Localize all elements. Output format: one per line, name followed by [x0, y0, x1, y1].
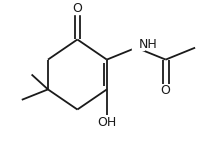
Text: O: O [161, 84, 171, 97]
Text: O: O [72, 2, 82, 15]
Text: OH: OH [97, 116, 116, 129]
Text: NH: NH [138, 38, 157, 51]
Bar [73, 3, 82, 14]
Bar [101, 117, 113, 128]
Bar [133, 39, 145, 50]
Bar [161, 85, 170, 97]
